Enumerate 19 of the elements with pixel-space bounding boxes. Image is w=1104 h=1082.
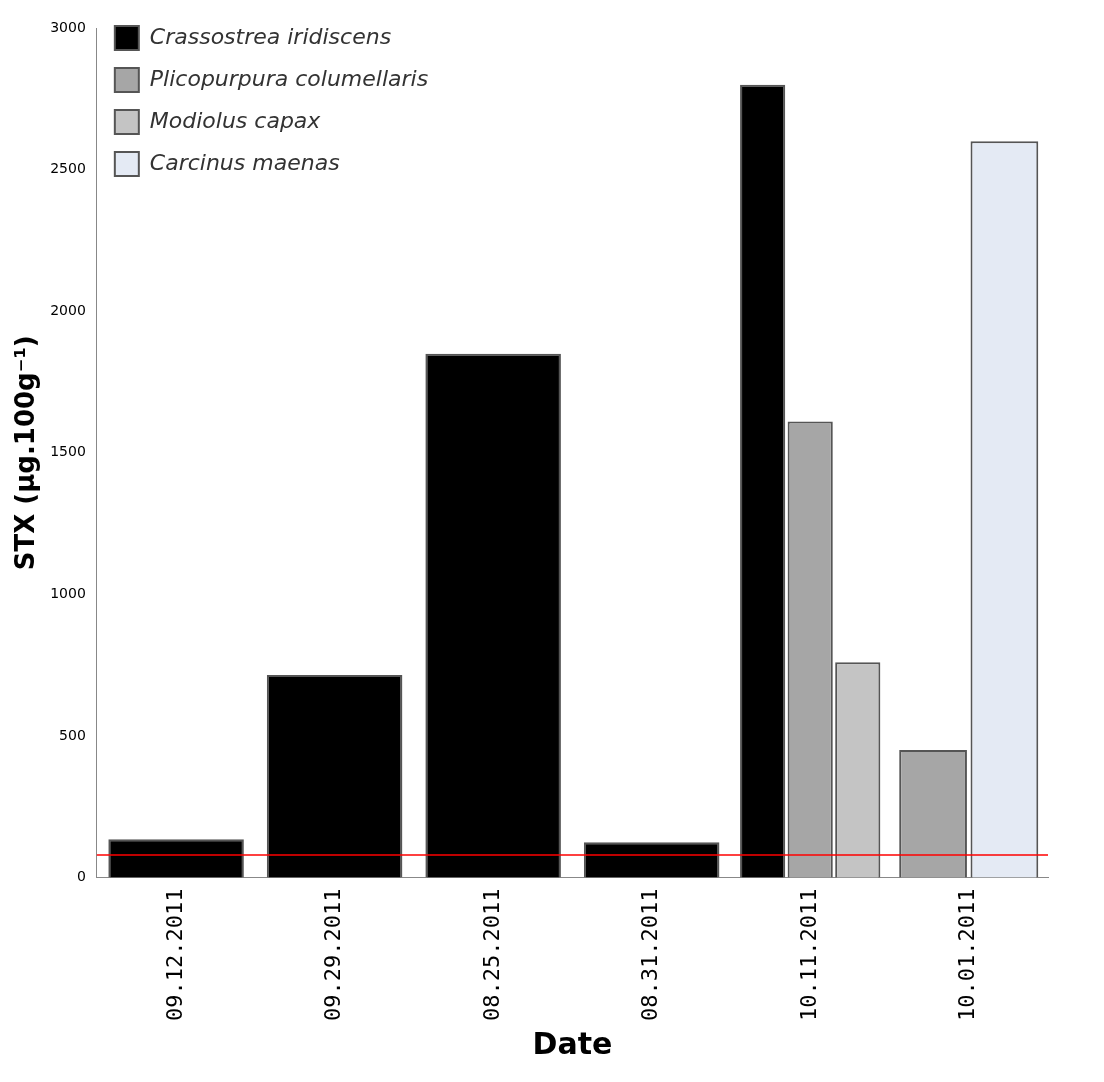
legend-label: Plicopurpura columellaris (149, 65, 429, 91)
x-tick-label: 09.29.2011 (320, 888, 346, 1021)
y-tick-label: 2000 (50, 301, 86, 318)
x-tick-label: 08.31.2011 (637, 888, 663, 1021)
y-tick-label: 3000 (50, 18, 86, 35)
legend-label: Crassostrea iridiscens (149, 23, 392, 49)
y-axis-title: STX (µg.100g⁻¹) (10, 335, 41, 571)
x-tick-label: 08.25.2011 (478, 888, 504, 1021)
x-tick-label: 10.01.2011 (954, 888, 980, 1021)
y-tick-label: 2500 (50, 160, 86, 177)
legend-label: Carcinus maenas (149, 149, 340, 175)
y-tick-label: 1500 (50, 443, 86, 460)
x-axis-title: Date (532, 1025, 613, 1061)
x-tick-label: 10.11.2011 (795, 888, 821, 1021)
y-tick-label: 0 (76, 868, 86, 885)
x-tick-label: 09.12.2011 (161, 888, 187, 1021)
legend-label: Modiolus capax (149, 107, 322, 133)
y-tick-label: 1000 (50, 585, 86, 602)
y-tick-label: 500 (59, 726, 86, 743)
